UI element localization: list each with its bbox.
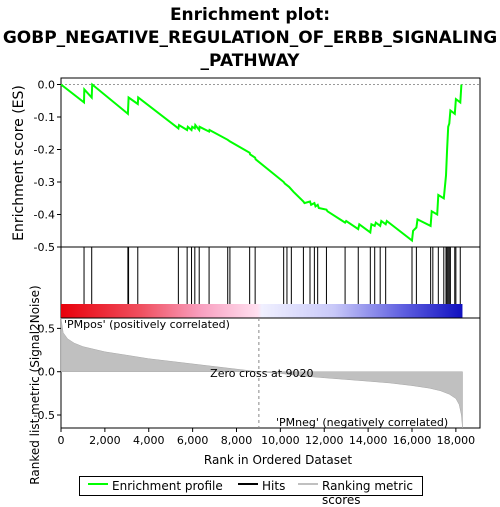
legend-label-hits: Hits	[262, 479, 286, 493]
xtick-label-5: 10,000	[261, 434, 300, 447]
xtick-label-2: 4,000	[133, 434, 165, 447]
es-axis-label: Enrichment score (ES)	[11, 85, 27, 241]
xtick-label-7: 14,000	[349, 434, 388, 447]
es-enrichment-line	[60, 82, 463, 243]
es-plot-frame	[60, 77, 481, 248]
metric-panel: 0.5 0.0 -0.5 Zero cross at 9020 'PMpos' (pos…	[34, 317, 481, 429]
x-axis-label: Rank in Ordered Dataset	[204, 453, 352, 467]
x-axis: 0 2,000 4,000 6,000 8,000 10,000 12,000 14,000 1…	[58, 428, 476, 447]
legend-swatch-hits	[238, 483, 258, 485]
metric-ytick-label-1: 0.0	[38, 366, 56, 379]
es-ytick-label-1: -0.1	[34, 111, 55, 124]
legend-label-metric: Ranking metric scores	[322, 479, 413, 507]
legend: Enrichment profile Hits Ranking metric s…	[79, 476, 423, 507]
xtick-label-4: 8,000	[221, 434, 253, 447]
pmneg-label: 'PMneg' (negatively correlated)	[276, 416, 448, 429]
chart-title-line-3: _PATHWAY	[200, 51, 300, 71]
rank-color-bar	[61, 304, 463, 318]
pmpos-label: 'PMpos' (positively correlated)	[64, 318, 230, 331]
metric-axis-label: Ranked list metric (Signal2Noise)	[28, 285, 42, 484]
chart-title-line-1: Enrichment plot:	[169, 5, 331, 25]
xtick-label-1: 2,000	[89, 434, 121, 447]
metric-ytick-label-0: 0.5	[38, 322, 56, 335]
legend-label-enrichment: Enrichment profile	[112, 479, 223, 493]
es-ytick-label-0: 0.0	[38, 79, 56, 92]
legend-swatch-metric	[298, 483, 318, 485]
hits-panel	[60, 246, 481, 319]
metric-area	[60, 317, 463, 429]
es-ytick-label-2: -0.2	[34, 144, 55, 157]
metric-ytick-label-2: -0.5	[34, 409, 55, 422]
es-panel: 0.0 -0.1 -0.2 -0.3 -0.4 -0.5	[34, 77, 481, 254]
xtick-label-3: 6,000	[177, 434, 209, 447]
legend-swatch-enrichment	[88, 483, 108, 485]
zero-cross-label: Zero cross at 9020	[210, 367, 313, 380]
es-ytick-label-3: -0.3	[34, 176, 55, 189]
xtick-label-8: 16,000	[393, 434, 432, 447]
xtick-label-6: 12,000	[305, 434, 344, 447]
es-ytick-label-5: -0.5	[34, 241, 55, 254]
xtick-label-9: 18,000	[437, 434, 476, 447]
es-ytick-label-4: -0.4	[34, 209, 55, 222]
chart-title-line-2: GOBP_NEGATIVE_REGULATION_OF_ERBB_SIGNALI…	[2, 28, 498, 48]
xtick-label-0: 0	[58, 434, 65, 447]
